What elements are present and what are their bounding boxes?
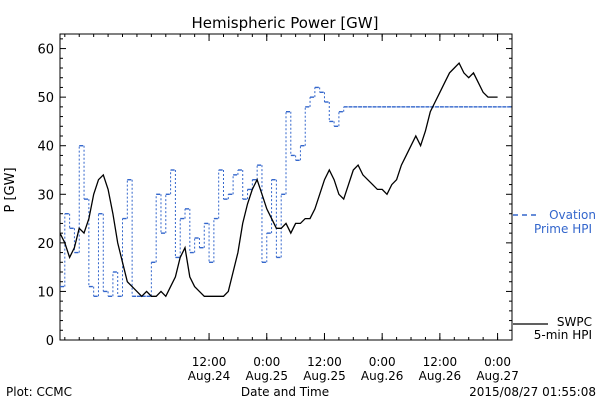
x-tick-label-time: 12:00	[423, 355, 458, 369]
legend-ovation-line2: Prime HPI	[534, 222, 592, 236]
series-layer	[59, 61, 512, 298]
x-tick-label-time: 12:00	[192, 355, 227, 369]
y-tick-label: 10	[37, 285, 54, 300]
x-tick-label-time: 0:00	[369, 355, 396, 369]
y-ticks: 0 10 20 30 40 50 60	[37, 38, 512, 349]
y-tick-label: 50	[37, 91, 54, 106]
y-tick-label: 0	[46, 334, 54, 349]
x-tick-label-date: Aug.26	[361, 369, 404, 383]
y-tick-label: 60	[37, 43, 54, 58]
legend-ovation-line1: Ovation	[549, 208, 596, 222]
y-tick-label: 20	[37, 237, 54, 252]
series-swpc-5min-hpi	[59, 61, 498, 298]
chart-title: Hemispheric Power [GW]	[192, 14, 379, 32]
x-tick-label-date: Aug.25	[246, 369, 289, 383]
footer-left: Plot: CCMC	[6, 385, 72, 399]
x-tick-label-time: 12:00	[307, 355, 342, 369]
x-axis-label: Date and Time	[241, 385, 329, 399]
x-ticks: 12:00Aug.240:00Aug.2512:00Aug.250:00Aug.…	[64, 34, 519, 383]
x-tick-label-date: Aug.25	[303, 369, 346, 383]
x-tick-label-time: 0:00	[484, 355, 511, 369]
footer-right: 2015/08/27 01:55:08	[469, 385, 596, 399]
y-tick-label: 30	[37, 188, 54, 203]
x-tick-label-date: Aug.24	[188, 369, 231, 383]
y-tick-label: 40	[37, 140, 54, 155]
legend-swpc-line2: 5-min HPI	[534, 328, 592, 342]
x-tick-label-date: Aug.27	[476, 369, 519, 383]
plot-frame	[59, 33, 513, 341]
x-tick-label-time: 0:00	[253, 355, 280, 369]
x-tick-label-date: Aug.26	[419, 369, 462, 383]
series-ovation-prime-hpi	[60, 86, 512, 297]
y-axis-label: P [GW]	[3, 167, 18, 212]
legend-swpc-line1: SWPC	[557, 315, 592, 329]
